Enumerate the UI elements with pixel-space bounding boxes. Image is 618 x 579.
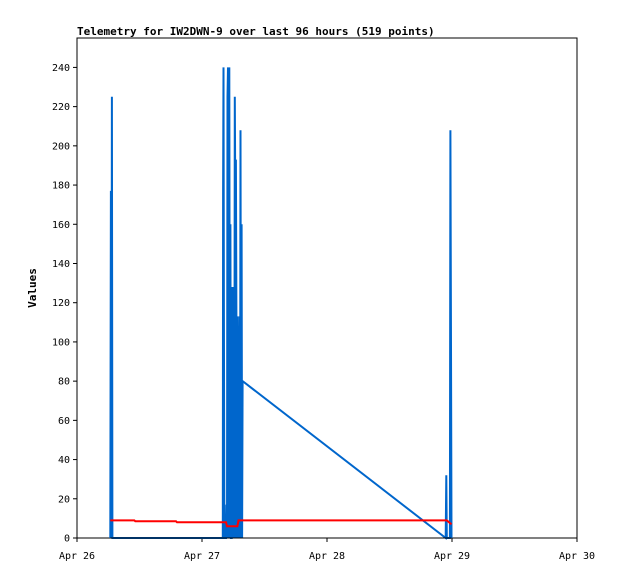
y-tick-label: 20 [58, 494, 70, 505]
plot-area [76, 37, 578, 539]
y-tick-label: 220 [52, 102, 70, 113]
y-tick-label: 0 [64, 534, 70, 545]
y-tick-label: 160 [52, 220, 70, 231]
y-tick-label: 200 [52, 141, 70, 152]
y-axis: 0 20 40 60 80 100 120 140 160 180 200 220 240 [52, 63, 77, 545]
series-layer [109, 67, 453, 541]
series-line-0 [109, 67, 453, 541]
x-tick-label: Apr 30 [559, 551, 595, 562]
x-tick-label: Apr 28 [309, 551, 345, 562]
y-tick-label: 140 [52, 259, 70, 270]
x-tick-label: Apr 26 [59, 551, 95, 562]
y-tick-label: 120 [52, 298, 70, 309]
y-tick-label: 240 [52, 63, 70, 74]
x-tick-label: Apr 29 [434, 551, 470, 562]
x-tick-label: Apr 27 [184, 551, 220, 562]
series-line-1 [110, 519, 453, 528]
y-tick-label: 100 [52, 337, 70, 348]
chart-title: Telemetry for IW2DWN-9 over last 96 hour… [77, 25, 435, 38]
x-axis: Apr 26 Apr 27 Apr 28 Apr 29 Apr 30 [59, 538, 595, 562]
y-tick-label: 80 [58, 377, 70, 388]
y-tick-label: 60 [58, 416, 70, 427]
y-axis-label: Values [26, 268, 39, 308]
y-tick-label: 40 [58, 455, 70, 466]
y-tick-label: 180 [52, 181, 70, 192]
